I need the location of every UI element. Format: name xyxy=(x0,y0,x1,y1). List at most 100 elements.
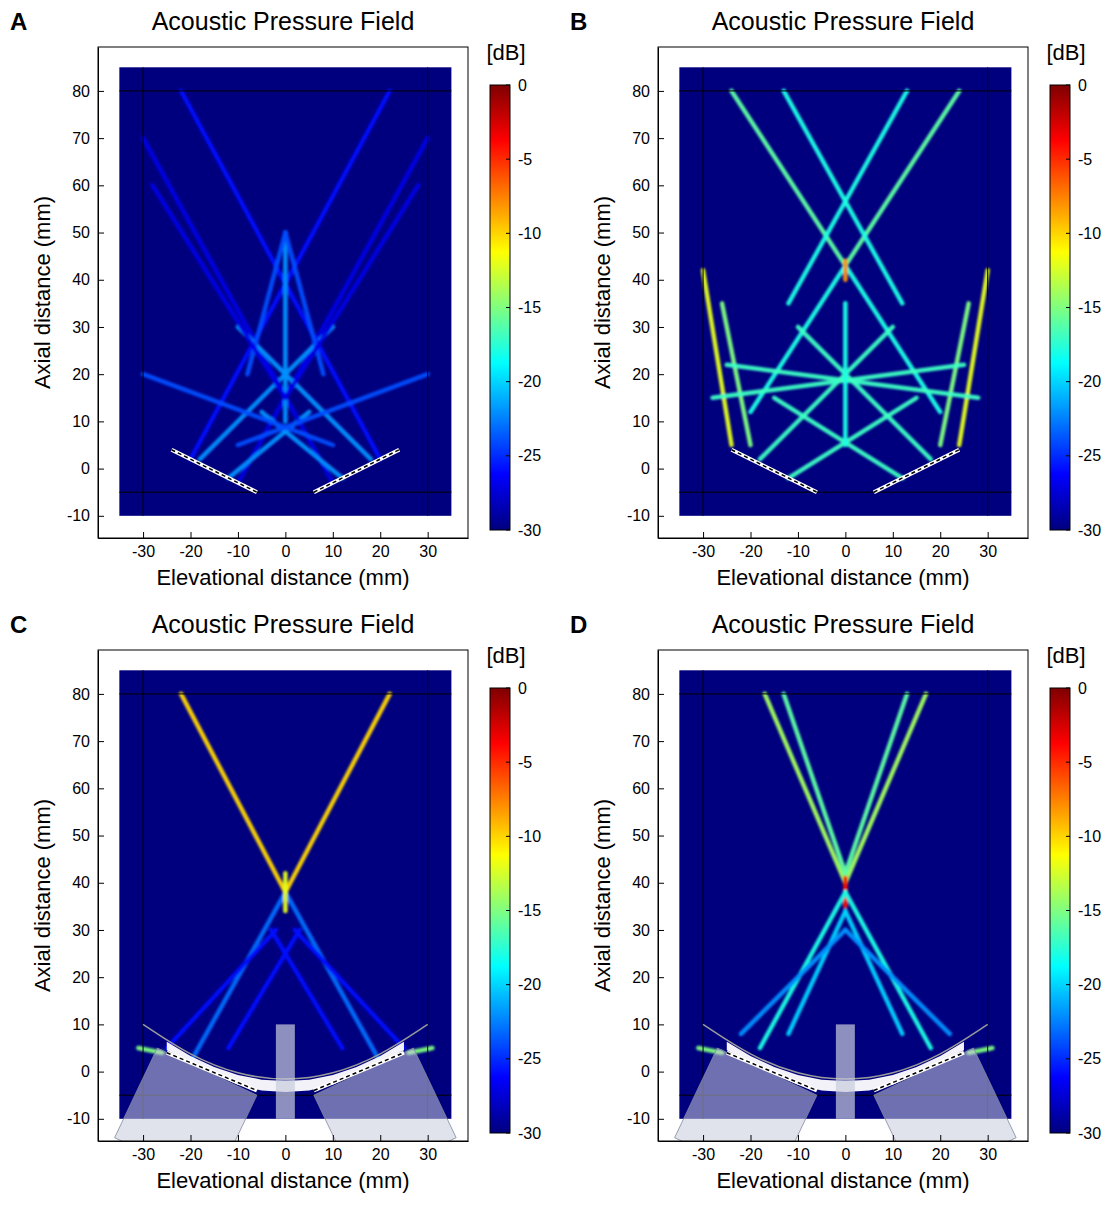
beams xyxy=(143,91,428,483)
tick-mark xyxy=(658,469,664,470)
tick-mark xyxy=(333,532,334,538)
tick-label: 30 xyxy=(419,1146,437,1163)
tick: -10 xyxy=(227,1135,250,1163)
tick: -10 xyxy=(787,1135,810,1163)
colorbar-tick-label: -5 xyxy=(518,151,532,168)
tick-label: 0 xyxy=(841,543,850,560)
tick-label: -30 xyxy=(132,1146,155,1163)
tick-label: 40 xyxy=(632,874,650,891)
tick: 10 xyxy=(632,1016,664,1033)
tick-label: -30 xyxy=(132,543,155,560)
x-axis: -30-20-100102030 xyxy=(99,532,469,560)
tick: -10 xyxy=(67,1110,104,1127)
beam xyxy=(722,303,750,445)
tick-label: -10 xyxy=(227,543,250,560)
colorbar xyxy=(1050,85,1070,530)
tick: 10 xyxy=(72,1016,104,1033)
tick-mark xyxy=(845,532,846,538)
colorbar-tick-label: 0 xyxy=(518,680,527,697)
tick-mark xyxy=(98,233,104,234)
y-axis: -1001020304050607080 xyxy=(67,651,104,1142)
tick-mark xyxy=(191,532,192,538)
tick-mark xyxy=(333,1135,334,1141)
tick-label: 50 xyxy=(632,827,650,844)
plot-frame xyxy=(98,47,468,538)
tick: -20 xyxy=(179,532,202,560)
tick-mark xyxy=(238,532,239,538)
boundary-line xyxy=(679,492,1011,493)
boundary-line xyxy=(679,90,1011,91)
tick: 40 xyxy=(632,271,664,288)
plot-area xyxy=(115,670,457,1141)
colorbar-tick xyxy=(506,762,510,763)
colorbar-tick xyxy=(1066,984,1070,985)
tick: 20 xyxy=(72,366,104,383)
field xyxy=(679,670,1011,1119)
tick-mark xyxy=(285,532,286,538)
colorbar-tick-label: -30 xyxy=(518,1125,541,1142)
probe-housing xyxy=(874,1048,1016,1141)
tick-label: -30 xyxy=(692,1146,715,1163)
tick-label: 10 xyxy=(72,1016,90,1033)
tick-label: 10 xyxy=(884,1146,902,1163)
panel: -30-20-100102030-1001020304050607080Elev… xyxy=(570,610,1101,1193)
title: Acoustic Pressure Field xyxy=(712,610,975,638)
tick-label: 30 xyxy=(979,543,997,560)
tick: 30 xyxy=(419,532,437,560)
transducer-elements xyxy=(874,1053,964,1091)
colorbar-tick-label: -30 xyxy=(1078,1125,1101,1142)
tick-mark xyxy=(798,1135,799,1141)
tick: -30 xyxy=(132,532,155,560)
tick-mark xyxy=(658,185,664,186)
tick-mark xyxy=(238,1135,239,1141)
tick: 80 xyxy=(632,83,664,100)
colorbar-label: [dB] xyxy=(1046,643,1085,668)
tick-mark xyxy=(98,91,104,92)
tick-mark xyxy=(98,1024,104,1025)
colorbar-tick-label: -20 xyxy=(518,373,541,390)
colorbar xyxy=(490,85,510,530)
tick-mark xyxy=(703,1135,704,1141)
tick-mark xyxy=(658,741,664,742)
tick-mark xyxy=(380,1135,381,1141)
tick: 0 xyxy=(641,1063,664,1080)
tick: -10 xyxy=(627,1110,664,1127)
beam xyxy=(295,930,404,1048)
colorbar-label: [dB] xyxy=(486,643,525,668)
tick-mark xyxy=(658,421,664,422)
transducer-elements xyxy=(732,450,817,492)
tick: 20 xyxy=(72,969,104,986)
tick-label: -20 xyxy=(739,1146,762,1163)
tick: 40 xyxy=(72,874,104,891)
tick-mark xyxy=(658,836,664,837)
tick-label: 50 xyxy=(72,224,90,241)
tick: 20 xyxy=(932,532,950,560)
tick-mark xyxy=(98,741,104,742)
beams xyxy=(138,694,432,1062)
tick-label: 0 xyxy=(81,460,90,477)
colorbar-tick-label: -10 xyxy=(518,225,541,242)
colorbar-tick-label: -25 xyxy=(1078,1050,1101,1067)
tick-label: 50 xyxy=(632,224,650,241)
y-axis: -1001020304050607080 xyxy=(627,48,664,539)
colorbar-tick-label: -25 xyxy=(518,1050,541,1067)
colorbar-tick xyxy=(1066,233,1070,234)
tick: 0 xyxy=(81,1063,104,1080)
tick: 20 xyxy=(932,1135,950,1163)
colorbar-tick xyxy=(506,233,510,234)
plot-frame xyxy=(658,47,1028,538)
tick-label: -20 xyxy=(179,543,202,560)
tick-mark xyxy=(98,694,104,695)
tick-mark xyxy=(98,421,104,422)
tick-label: 20 xyxy=(632,969,650,986)
tick-mark xyxy=(845,1135,846,1141)
tick: 30 xyxy=(979,532,997,560)
tick-label: 70 xyxy=(632,733,650,750)
tick-mark xyxy=(143,1135,144,1141)
tick-label: 30 xyxy=(979,1146,997,1163)
beam xyxy=(843,261,848,280)
transducer-elements xyxy=(314,1053,404,1091)
panel-letter: A xyxy=(10,8,27,35)
colorbar-tick xyxy=(1066,159,1070,160)
transducer xyxy=(732,450,817,492)
